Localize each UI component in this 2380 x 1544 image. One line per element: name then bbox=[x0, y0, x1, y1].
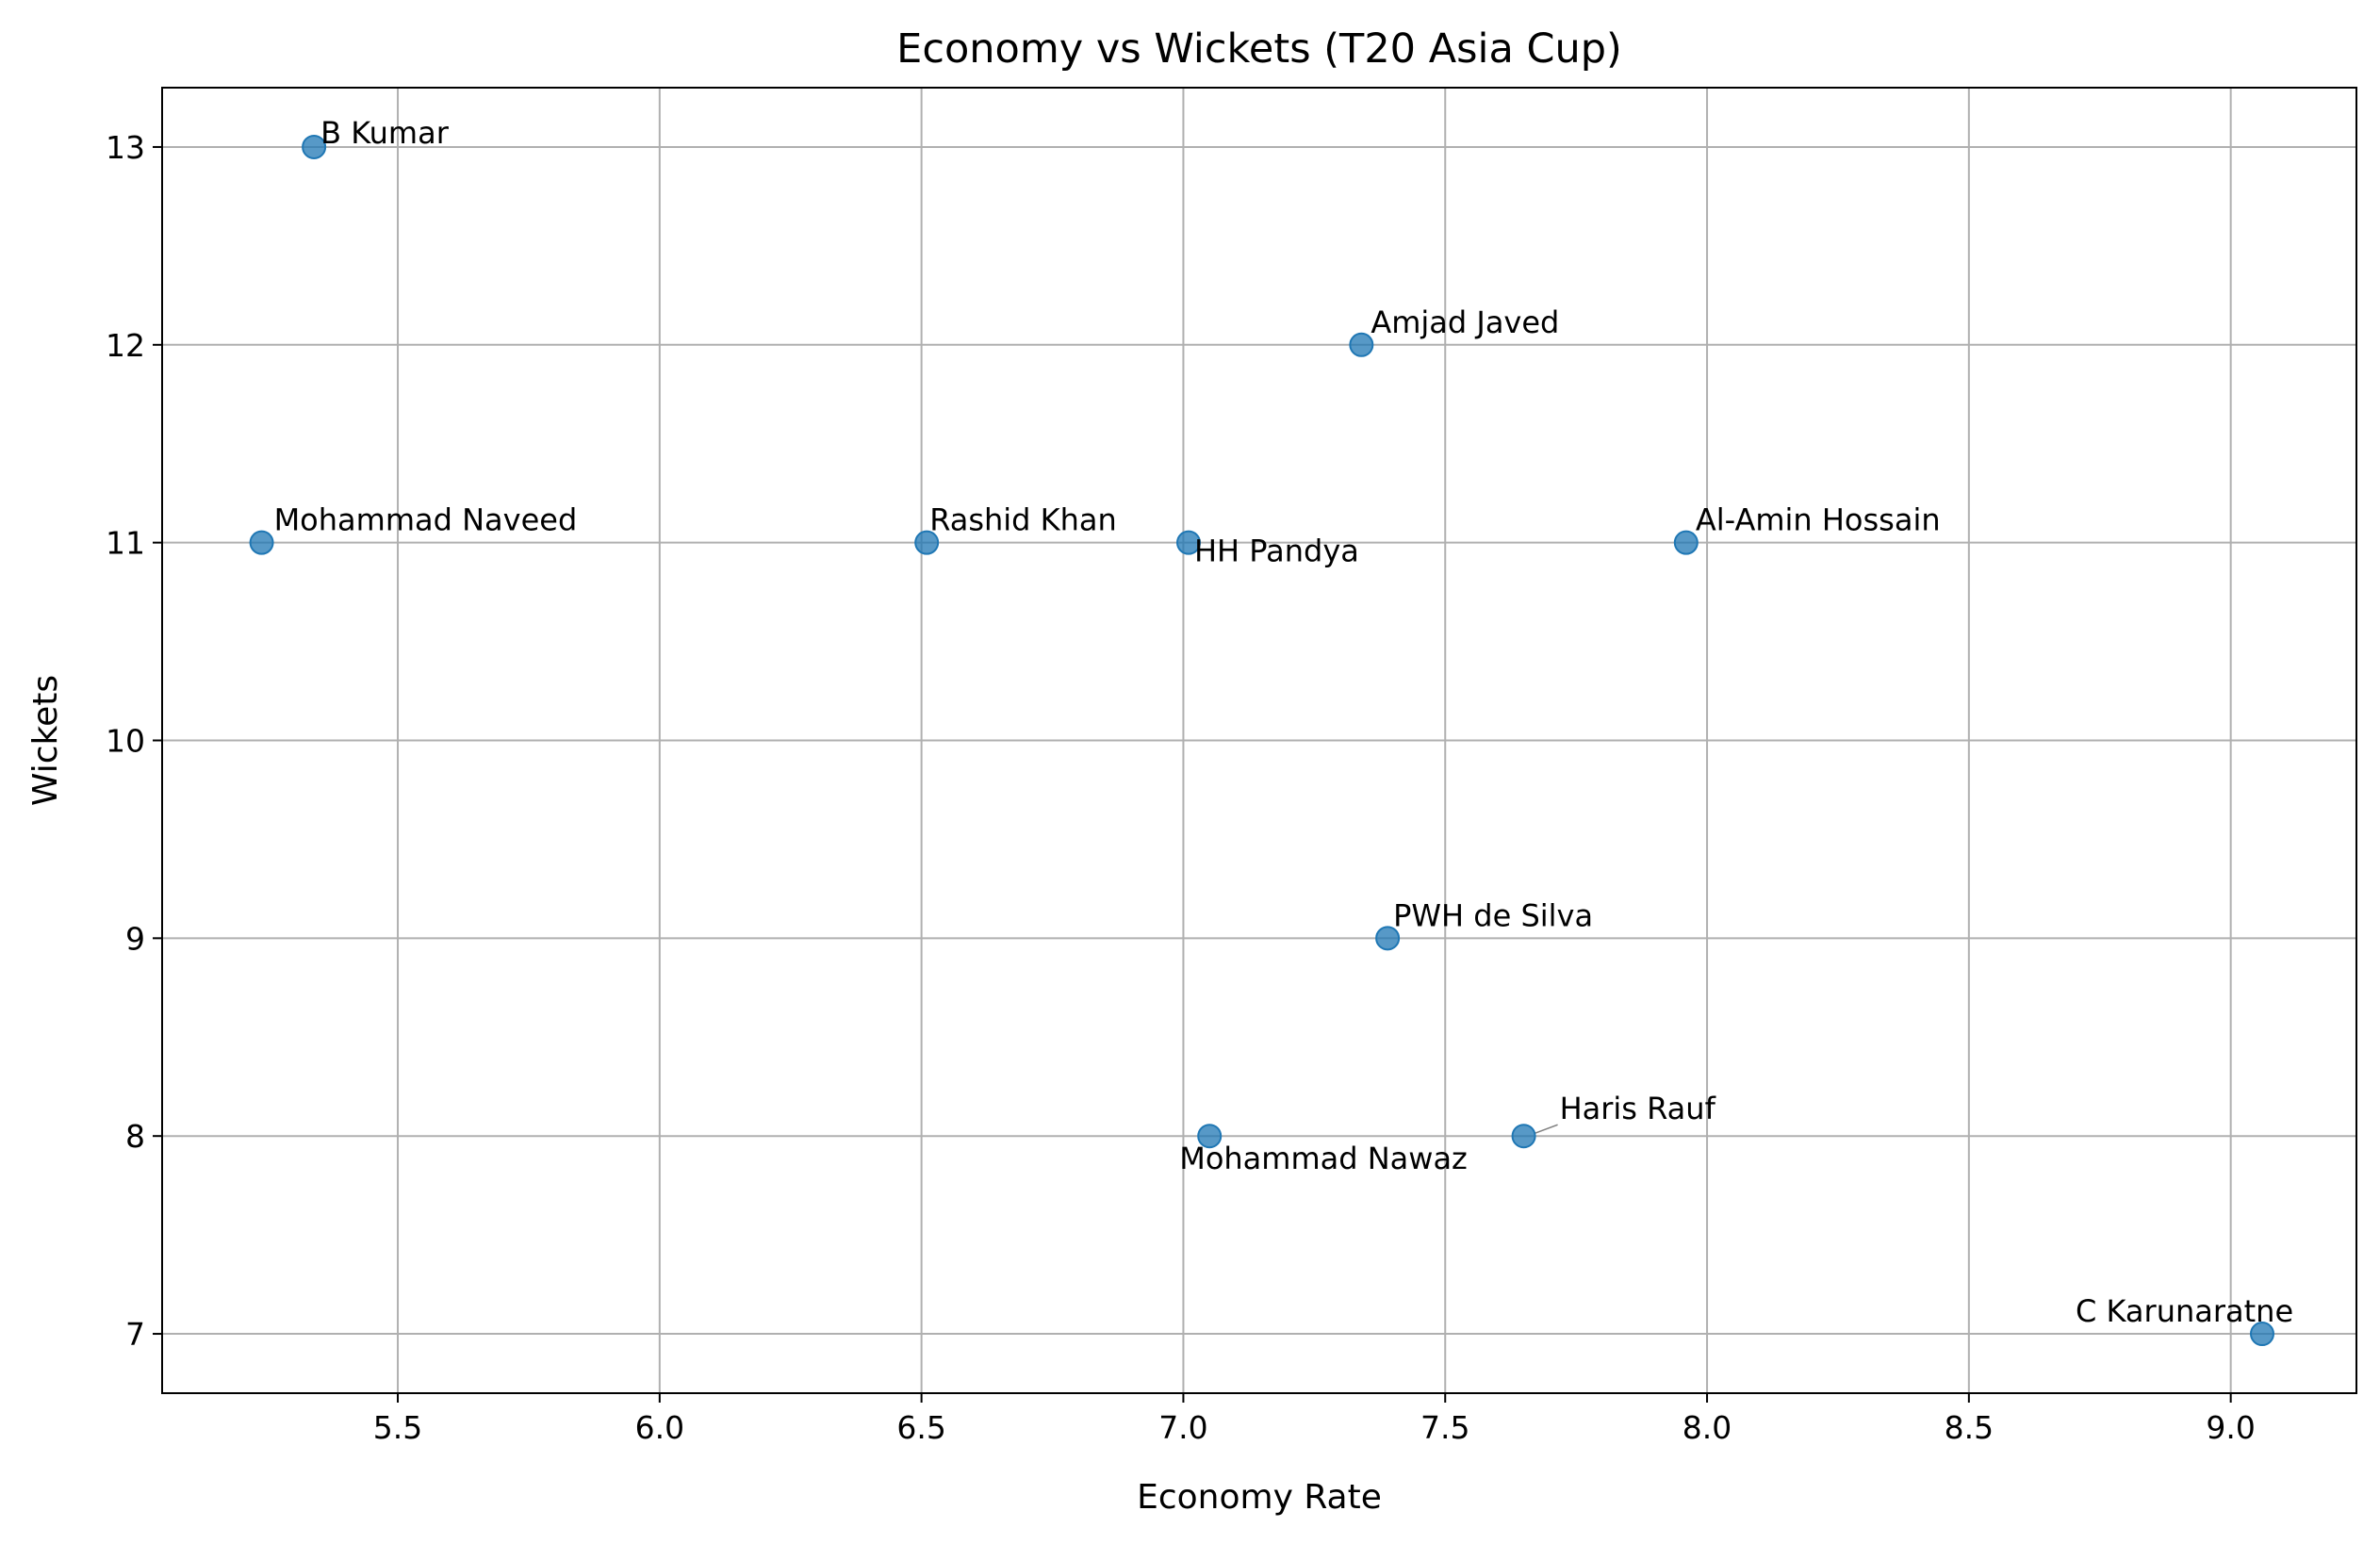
data-point bbox=[1349, 332, 1374, 357]
y-tick-label: 7 bbox=[125, 1316, 145, 1353]
point-label: Mohammad Nawaz bbox=[1179, 1141, 1468, 1176]
data-point bbox=[2249, 1322, 2274, 1347]
point-label: Amjad Javed bbox=[1371, 304, 1559, 340]
point-label: Haris Rauf bbox=[1560, 1091, 1716, 1126]
y-tick-label: 11 bbox=[106, 525, 145, 562]
x-axis-ticks: 5.5 6.0 6.5 7.0 7.5 8.0 8.5 9.0 bbox=[373, 1393, 2256, 1446]
x-tick-label: 7.0 bbox=[1158, 1409, 1207, 1446]
data-point bbox=[1175, 530, 1201, 555]
chart-title: Economy vs Wickets (T20 Asia Cup) bbox=[896, 25, 1622, 73]
x-tick-label: 8.5 bbox=[1945, 1409, 1994, 1446]
point-label: PWH de Silva bbox=[1393, 897, 1593, 933]
data-point bbox=[302, 134, 327, 159]
data-point bbox=[1375, 926, 1401, 951]
data-point bbox=[1511, 1124, 1536, 1149]
x-tick-label: 7.5 bbox=[1420, 1409, 1469, 1446]
data-points bbox=[249, 134, 2274, 1347]
x-tick-label: 9.0 bbox=[2206, 1409, 2255, 1446]
y-tick-label: 10 bbox=[106, 723, 145, 760]
point-label: Rashid Khan bbox=[929, 502, 1117, 538]
x-tick-label: 6.0 bbox=[635, 1409, 684, 1446]
point-label: Al-Amin Hossain bbox=[1696, 502, 1941, 538]
label-leader-line bbox=[1535, 1124, 1558, 1134]
x-tick-label: 6.5 bbox=[896, 1409, 945, 1446]
data-point bbox=[1673, 530, 1699, 555]
point-label: HH Pandya bbox=[1194, 534, 1359, 569]
data-point bbox=[249, 530, 274, 555]
x-tick-label: 5.5 bbox=[373, 1409, 422, 1446]
y-axis-ticks: 7 8 9 10 11 12 13 bbox=[106, 129, 162, 1353]
data-point bbox=[914, 530, 940, 555]
y-axis-label: Wickets bbox=[26, 675, 65, 806]
x-axis-label: Economy Rate bbox=[1137, 1478, 1382, 1517]
y-tick-label: 13 bbox=[106, 129, 145, 166]
y-tick-label: 8 bbox=[125, 1118, 145, 1155]
plot-frame bbox=[161, 87, 2357, 1394]
data-point bbox=[1197, 1124, 1223, 1149]
point-labels: B Kumar Amjad Javed Mohammad Naveed Rashid … bbox=[274, 115, 2294, 1329]
x-tick-label: 8.0 bbox=[1682, 1409, 1732, 1446]
y-tick-label: 12 bbox=[106, 327, 145, 364]
grid bbox=[162, 88, 2356, 1393]
point-label: C Karunaratne bbox=[2076, 1293, 2293, 1329]
point-label: B Kumar bbox=[320, 115, 450, 151]
point-label: Mohammad Naveed bbox=[274, 502, 578, 538]
y-tick-label: 9 bbox=[125, 920, 145, 957]
label-leader-lines bbox=[1535, 1124, 1558, 1134]
